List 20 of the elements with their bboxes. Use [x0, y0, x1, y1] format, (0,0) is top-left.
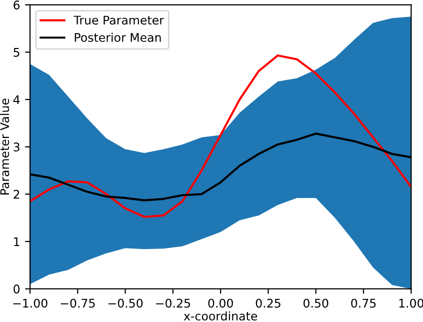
y-tick-label: 2 [14, 190, 20, 199]
x-tick-label: 0.50 [304, 298, 328, 308]
x-axis-title: x-coordinate [184, 311, 258, 321]
x-tick-label: −1.00 [13, 298, 48, 308]
x-tick-label: 0.75 [351, 298, 376, 308]
x-tick-label: −0.50 [108, 298, 143, 308]
y-axis-title: Parameter Value [0, 98, 10, 194]
x-tick-label: 0.00 [208, 298, 233, 308]
legend-label: Posterior Mean [74, 32, 161, 42]
x-tick-label: −0.75 [60, 298, 95, 308]
y-tick-label: 6 [14, 0, 20, 10]
x-tick-label: 0.25 [256, 298, 280, 308]
legend-label: True Parameter [74, 16, 164, 25]
y-tick-label: 5 [14, 48, 20, 57]
y-tick-label: 4 [13, 95, 20, 104]
y-tick-label: 3 [14, 142, 20, 152]
y-tick-label: 0 [14, 284, 20, 294]
line-series [30, 54, 412, 218]
y-tick-label: 1 [14, 237, 20, 246]
x-tick-label: −0.25 [156, 298, 190, 308]
